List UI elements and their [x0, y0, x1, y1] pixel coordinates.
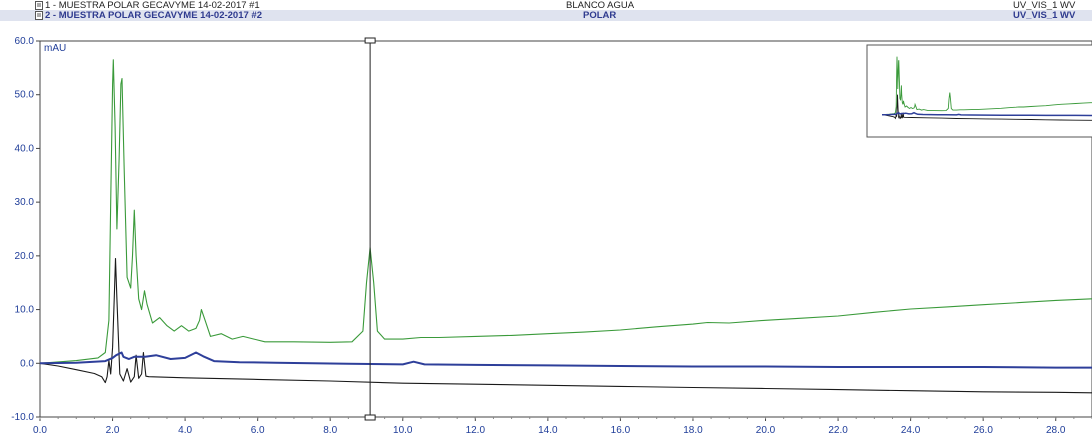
- y-tick-label: 20.0: [15, 251, 35, 262]
- inset-trace-2: [881, 56, 1092, 116]
- trace-document-icon: [35, 11, 43, 20]
- x-tick-label: 24.0: [901, 425, 921, 436]
- x-tick-label: 18.0: [683, 425, 703, 436]
- x-tick-label: 6.0: [251, 425, 265, 436]
- trace-1-sample: BLANCO AGUA: [566, 0, 635, 11]
- trace-1-label: 1 - MUESTRA POLAR GECAVYME 14-02-2017 #1: [45, 0, 260, 11]
- x-tick-label: 12.0: [466, 425, 486, 436]
- cursor-handle-bottom[interactable]: [364, 414, 376, 421]
- y-axis-unit: mAU: [44, 43, 66, 54]
- cursor-handle-top[interactable]: [364, 37, 376, 44]
- x-tick-label: 26.0: [973, 425, 993, 436]
- trace-line-1: [39, 257, 1092, 394]
- trace-line-2: [39, 59, 1092, 364]
- x-tick-label: 4.0: [178, 425, 192, 436]
- inset-trace-1: [881, 94, 1092, 121]
- inset-trace-3: [881, 111, 1092, 117]
- y-tick-label: 50.0: [15, 90, 35, 101]
- trace-1-channel: UV_VIS_1 WV: [1013, 0, 1076, 11]
- trace-document-icon: [35, 1, 43, 10]
- y-tick-label: 30.0: [15, 197, 35, 208]
- chart-traces: [39, 59, 1092, 394]
- x-tick-label: 2.0: [106, 425, 120, 436]
- x-tick-label: 0.0: [33, 425, 47, 436]
- x-tick-label: 8.0: [323, 425, 337, 436]
- trace-header-row-1[interactable]: 1 - MUESTRA POLAR GECAVYME 14-02-2017 #1…: [0, 0, 1092, 11]
- trace-2-channel: UV_VIS_1 WV: [1013, 10, 1076, 21]
- x-tick-label: 14.0: [538, 425, 558, 436]
- overview-inset[interactable]: [866, 44, 1092, 138]
- trace-2-label: 2 - MUESTRA POLAR GECAVYME 14-02-2017 #2: [45, 10, 262, 21]
- y-tick-label: 40.0: [15, 143, 35, 154]
- trace-line-3: [39, 351, 1092, 369]
- retention-time-cursor[interactable]: [364, 37, 376, 421]
- y-tick-label: -10.0: [11, 412, 34, 423]
- x-tick-label: 22.0: [828, 425, 848, 436]
- x-tick-label: 28.0: [1046, 425, 1066, 436]
- trace-2-sample: POLAR: [583, 10, 617, 21]
- x-tick-label: 10.0: [393, 425, 413, 436]
- trace-header-row-2[interactable]: 2 - MUESTRA POLAR GECAVYME 14-02-2017 #2…: [0, 10, 1092, 21]
- x-tick-label: 20.0: [756, 425, 776, 436]
- inset-frame[interactable]: [866, 44, 1092, 138]
- chart-axes: -10.0 0.0 10.0 20.0 30.0 40.0 50.0 60.0 0.0 2.0 4.…: [11, 36, 1092, 436]
- y-tick-label: 0.0: [20, 358, 34, 369]
- y-tick-label: 60.0: [15, 36, 35, 47]
- x-tick-label: 16.0: [611, 425, 631, 436]
- y-tick-label: 10.0: [15, 305, 35, 316]
